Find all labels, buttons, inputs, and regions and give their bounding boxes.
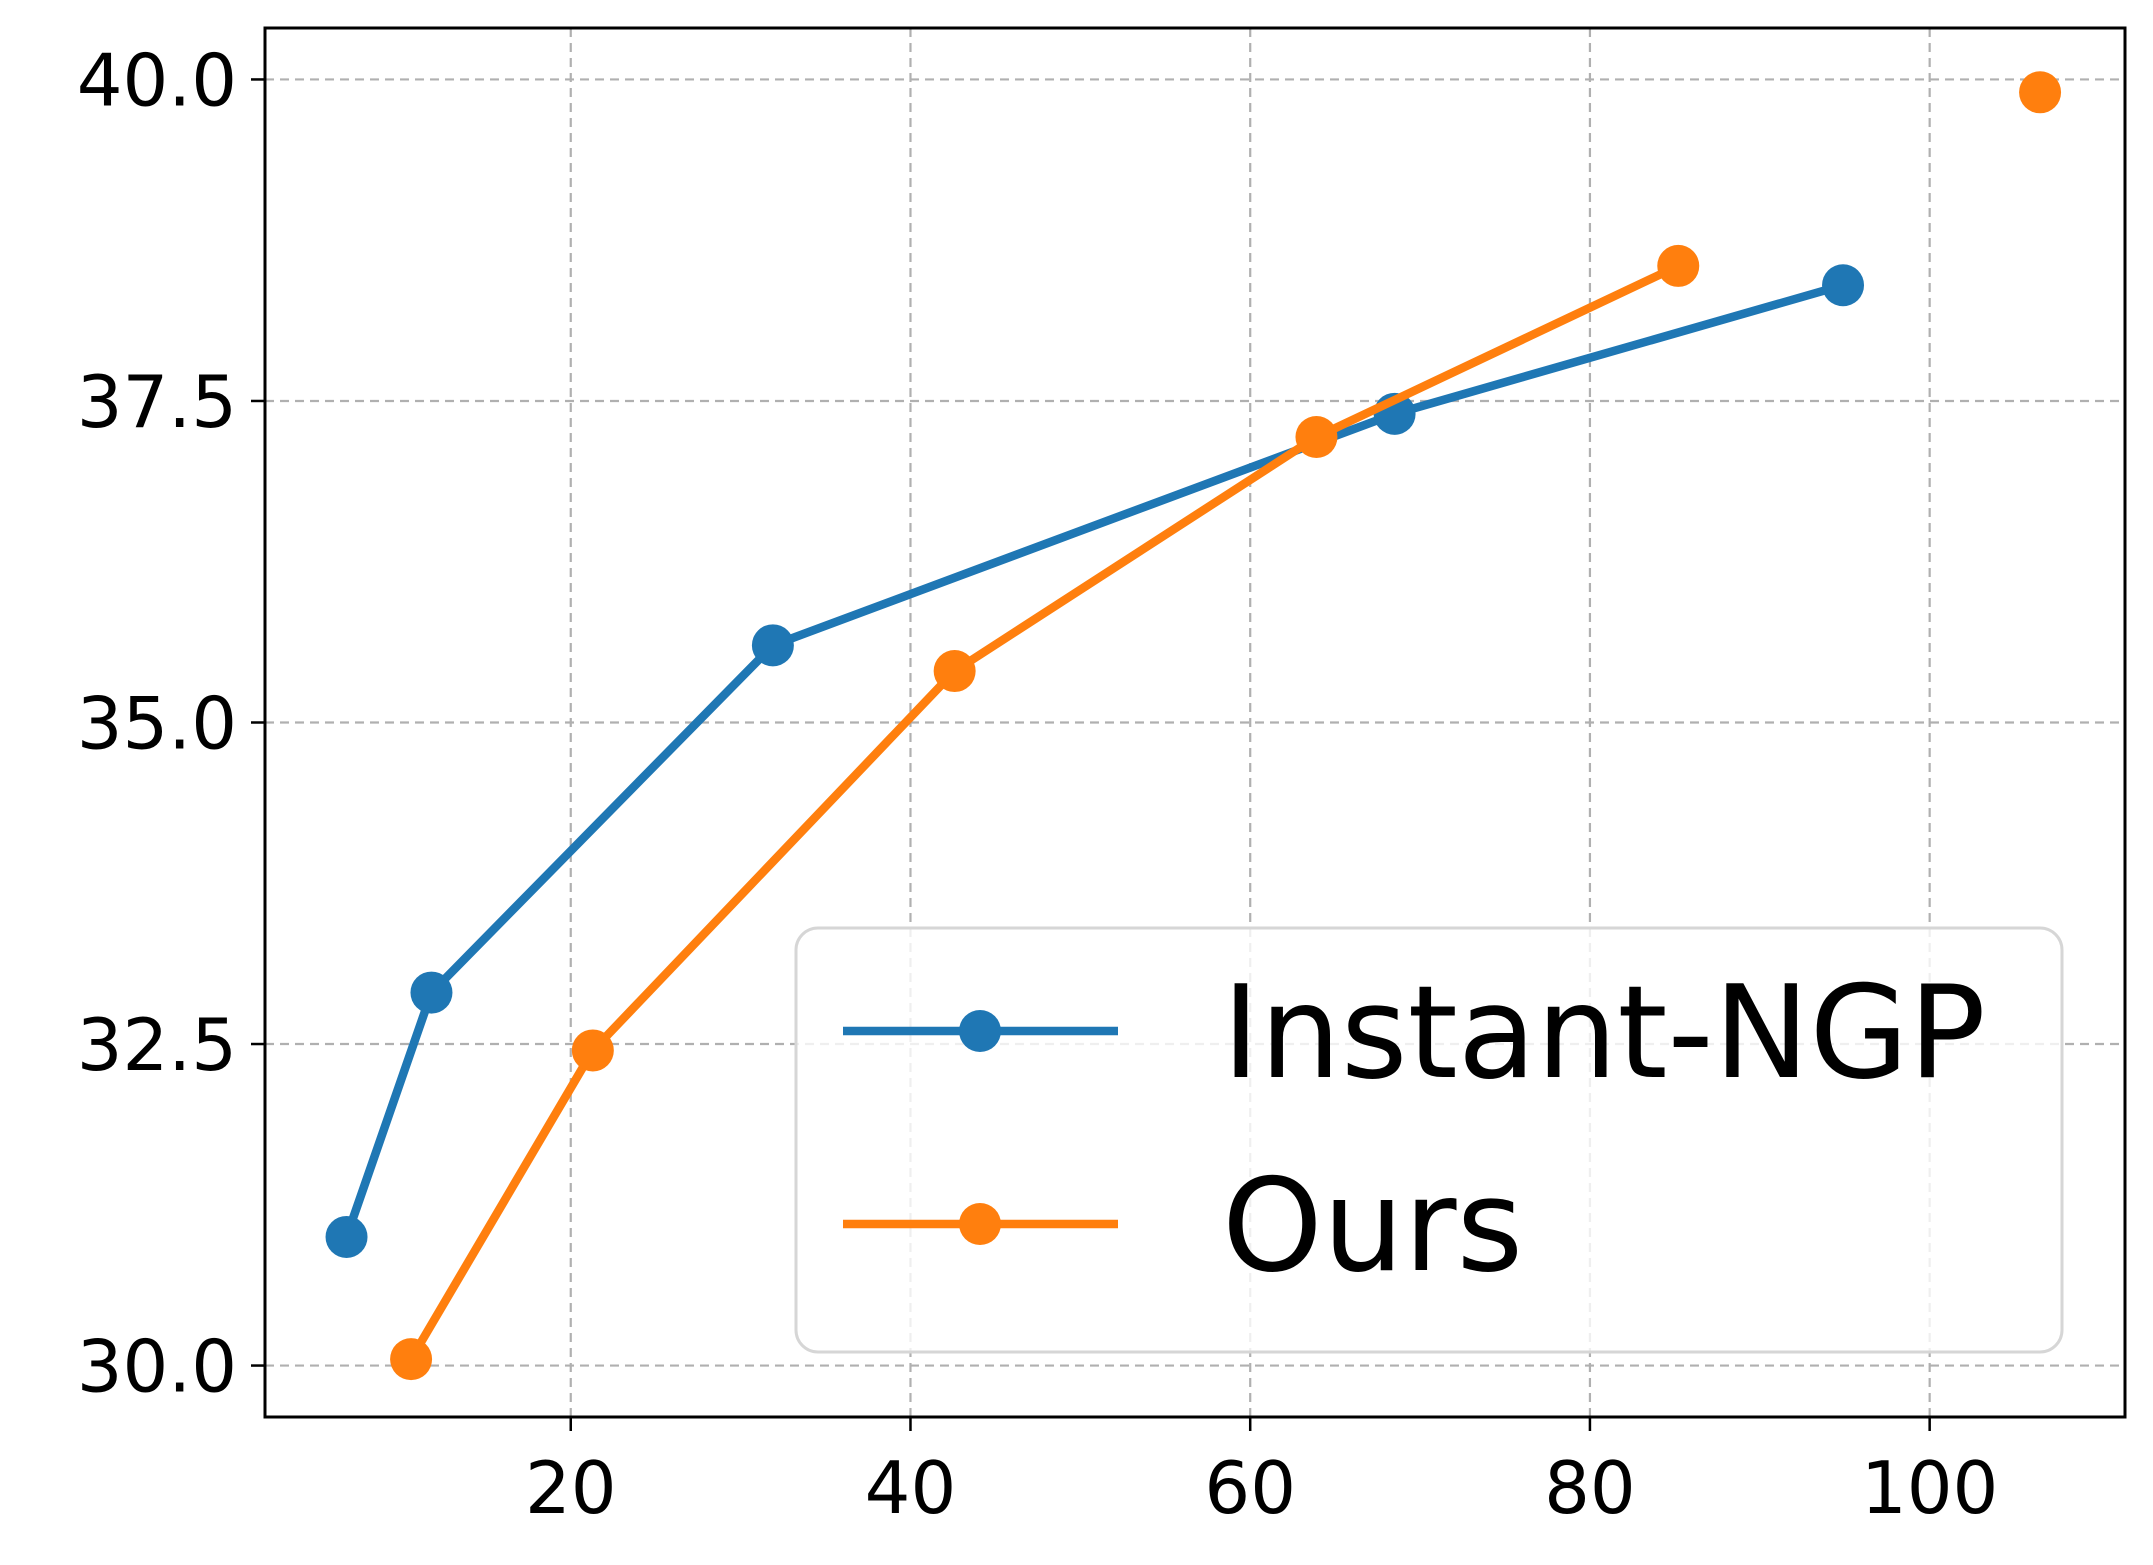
data-point xyxy=(2019,71,2062,114)
x-tick-label: 40 xyxy=(865,1446,957,1530)
data-point xyxy=(1657,244,1700,287)
data-point xyxy=(325,1215,368,1258)
legend-marker xyxy=(959,1010,1001,1052)
data-point xyxy=(571,1029,614,1072)
data-point xyxy=(1822,264,1865,307)
axis-ticks: 20 40 60 80 100 30.0 32.5 35.0 37.5 40.0 xyxy=(77,38,1999,1530)
series-instant-ngp xyxy=(325,264,1865,1258)
y-tick-label: 32.5 xyxy=(77,1003,237,1087)
legend-entry-ours: Ours xyxy=(843,1152,1523,1301)
x-tick-label: 60 xyxy=(1204,1446,1296,1530)
y-tick-label: 40.0 xyxy=(77,38,237,122)
legend: Instant-NGP Ours xyxy=(794,926,2064,1354)
legend-entry-instant-ngp: Instant-NGP xyxy=(843,959,1986,1108)
x-tick-label: 20 xyxy=(525,1446,617,1530)
y-tick-label: 37.5 xyxy=(77,360,237,444)
x-tick-label: 100 xyxy=(1861,1446,1998,1530)
legend-marker xyxy=(959,1203,1001,1245)
series-ours xyxy=(390,244,1700,1381)
x-tick-label: 80 xyxy=(1544,1446,1636,1530)
series-layer xyxy=(325,71,2062,1381)
y-tick-label: 35.0 xyxy=(77,682,237,766)
data-point xyxy=(1295,415,1338,458)
data-point xyxy=(410,971,453,1014)
y-tick-label: 30.0 xyxy=(77,1325,237,1409)
legend-label: Ours xyxy=(1222,1152,1523,1301)
data-point xyxy=(751,624,794,667)
series-extra-2 xyxy=(2019,71,2062,114)
legend-label: Instant-NGP xyxy=(1222,959,1986,1108)
data-point xyxy=(933,650,976,693)
data-point xyxy=(390,1338,433,1381)
